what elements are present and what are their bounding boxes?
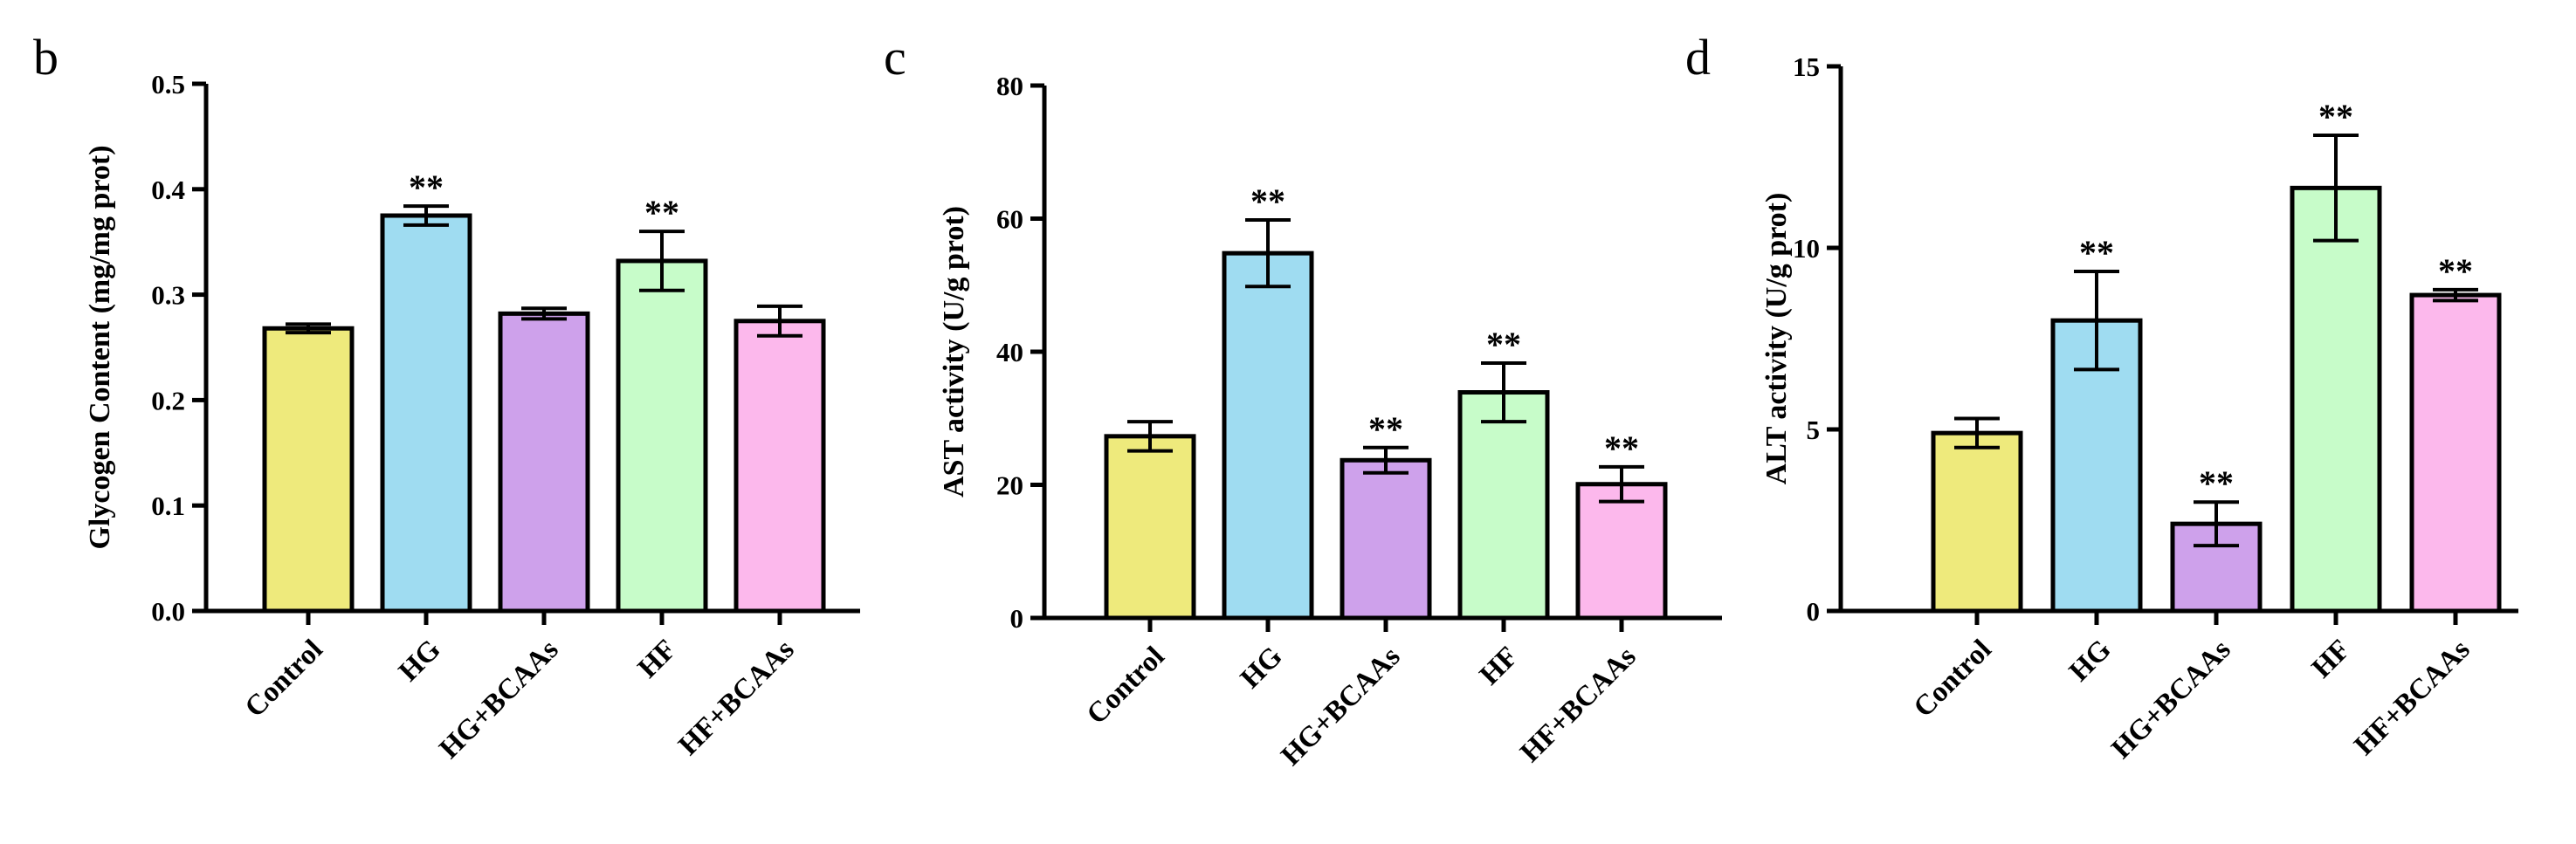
error-bar bbox=[2194, 500, 2239, 548]
error-bar bbox=[1127, 420, 1173, 453]
significance-label: ** bbox=[1368, 409, 1403, 449]
y-tick-label: 0.1 bbox=[151, 491, 185, 521]
bar-control bbox=[1931, 430, 2023, 614]
y-tick-label: 0.2 bbox=[151, 385, 185, 415]
x-tick-label: HF+BCAAs bbox=[672, 634, 800, 761]
x-tick-label: Control bbox=[1908, 634, 1998, 724]
y-tick-label: 80 bbox=[996, 71, 1023, 101]
chart-panel-d: d ALT activity (U/g prot) Control ** HG ** HG+… bbox=[1685, 29, 2518, 765]
y-axis-title: Glycogen Content (mg/mg prot) bbox=[84, 145, 116, 549]
x-tick-label: HF bbox=[1474, 641, 1525, 691]
significance-label: ** bbox=[2438, 251, 2473, 291]
error-bar bbox=[1954, 416, 2000, 449]
error-bar bbox=[1363, 445, 1409, 475]
error-bar bbox=[639, 230, 685, 292]
panel-letter-b: b bbox=[33, 29, 59, 86]
x-tick-label: HG+BCAAs bbox=[433, 634, 564, 765]
y-tick-label: 10 bbox=[1793, 233, 1820, 264]
error-bar bbox=[1481, 360, 1526, 424]
bar-control bbox=[1104, 434, 1196, 621]
chart-panel-b: b Glycogen Content (mg/mg prot) Control ** H… bbox=[33, 29, 860, 765]
y-tick-label: 0.4 bbox=[151, 175, 185, 205]
y-tick-label: 15 bbox=[1793, 51, 1820, 82]
error-bar bbox=[2313, 134, 2359, 243]
chart-panel-c: c AST activity (U/g prot) Control ** HG ** HG+… bbox=[884, 29, 1722, 772]
x-tick-label: HF bbox=[2306, 634, 2357, 684]
bar-hg-bcaas bbox=[1340, 457, 1432, 621]
bar-hf bbox=[2290, 185, 2382, 614]
x-tick-label: HF bbox=[632, 634, 683, 684]
y-tick-label: 0.5 bbox=[151, 69, 185, 99]
y-tick-label: 20 bbox=[996, 470, 1023, 501]
x-tick-label: HG bbox=[393, 634, 447, 688]
panel-letter-c: c bbox=[884, 29, 906, 86]
bar-hf-bcaas bbox=[2409, 292, 2502, 614]
x-tick-label: Control bbox=[1081, 641, 1171, 731]
y-tick-label: 5 bbox=[1807, 415, 1821, 445]
axes bbox=[203, 84, 860, 614]
significance-label: ** bbox=[2318, 97, 2353, 136]
panel-letter-d: d bbox=[1685, 29, 1711, 86]
x-tick-label: HG bbox=[2063, 634, 2118, 688]
x-tick-label: HF+BCAAs bbox=[2348, 634, 2476, 761]
bar-hf-bcaas bbox=[1575, 482, 1668, 621]
significance-label: ** bbox=[409, 168, 444, 207]
bar-hg-bcaas bbox=[498, 311, 590, 614]
error-bar bbox=[2433, 287, 2478, 303]
error-bar bbox=[757, 304, 802, 338]
y-axis-title: AST activity (U/g prot) bbox=[938, 206, 970, 497]
bar-control bbox=[262, 326, 355, 614]
y-tick-label: 0.0 bbox=[151, 596, 185, 627]
error-bar bbox=[521, 306, 567, 321]
axes bbox=[1838, 66, 2518, 614]
y-tick-label: 0 bbox=[1807, 596, 1821, 627]
x-tick-label: Control bbox=[239, 634, 329, 724]
significance-label: ** bbox=[2079, 233, 2114, 272]
y-axis-title: ALT activity (U/g prot) bbox=[1760, 193, 1793, 485]
error-bar bbox=[2074, 270, 2119, 372]
y-tick-label: 40 bbox=[996, 337, 1023, 367]
x-tick-label: HG bbox=[1235, 641, 1289, 695]
significance-label: ** bbox=[1604, 429, 1639, 468]
error-bar bbox=[286, 322, 331, 335]
x-tick-label: HG+BCAAs bbox=[1275, 641, 1406, 772]
significance-label: ** bbox=[2199, 463, 2234, 503]
significance-label: ** bbox=[1486, 325, 1521, 364]
error-bar bbox=[403, 204, 449, 227]
y-tick-label: 60 bbox=[996, 204, 1023, 235]
bar-hg bbox=[1222, 250, 1314, 621]
bar-hf-bcaas bbox=[734, 319, 826, 614]
significance-label: ** bbox=[1250, 182, 1285, 221]
significance-label: ** bbox=[644, 193, 679, 232]
x-tick-label: HG+BCAAs bbox=[2105, 634, 2236, 765]
bar-hf bbox=[1457, 390, 1550, 621]
x-tick-label: HF+BCAAs bbox=[1514, 641, 1642, 768]
error-bar bbox=[1599, 464, 1644, 504]
bar-hg bbox=[380, 213, 472, 614]
y-tick-label: 0 bbox=[1010, 603, 1024, 634]
error-bar bbox=[1245, 218, 1291, 289]
axes bbox=[1042, 86, 1722, 621]
bar-hf bbox=[616, 258, 708, 614]
y-tick-label: 0.3 bbox=[151, 280, 185, 311]
